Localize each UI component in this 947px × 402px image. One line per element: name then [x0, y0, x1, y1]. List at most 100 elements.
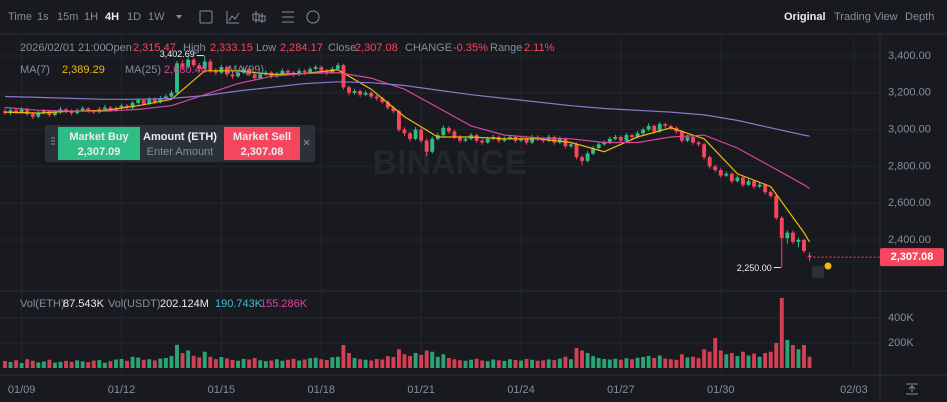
- volume-bar: [691, 356, 695, 368]
- volume-bar: [713, 338, 718, 368]
- volume-bar: [424, 350, 429, 368]
- more-icon[interactable]: [306, 10, 320, 24]
- x-tick-label: 01/27: [607, 384, 635, 396]
- drag-handle[interactable]: [51, 137, 55, 145]
- legend-value: 2,315.47: [133, 42, 176, 54]
- interval[interactable]: 1H: [84, 11, 98, 23]
- volume-bar: [763, 353, 768, 368]
- amount-input[interactable]: Enter Amount: [147, 146, 214, 158]
- volume-bar: [408, 356, 412, 368]
- candle-body: [141, 100, 146, 104]
- ma-value: 2,680.46: [164, 64, 207, 76]
- dropdown-icon[interactable]: [176, 15, 182, 19]
- legend-date: 2026/02/01 21:00: [20, 42, 106, 54]
- volume-bar: [679, 354, 684, 368]
- settings-icon[interactable]: [282, 11, 294, 23]
- volume-bar: [86, 362, 91, 368]
- volume-bar: [452, 359, 457, 368]
- sell-button[interactable]: [224, 127, 300, 160]
- candle-body: [630, 135, 634, 137]
- volume-bar: [347, 353, 351, 368]
- volume-bar: [735, 356, 740, 368]
- candle-body: [374, 96, 379, 99]
- volume-bar: [724, 354, 729, 368]
- candle-body: [741, 177, 745, 185]
- interval[interactable]: 1W: [148, 11, 165, 23]
- interval[interactable]: 1D: [127, 11, 141, 23]
- alert-dot[interactable]: [824, 262, 832, 270]
- volume-bar: [463, 360, 468, 368]
- volume-bar: [163, 358, 168, 368]
- volume-bar: [757, 356, 762, 368]
- volume-bar: [674, 359, 679, 368]
- volume-bar: [796, 349, 801, 368]
- candle-body: [702, 144, 707, 158]
- volume-bar: [613, 358, 618, 368]
- candle-body: [313, 67, 318, 69]
- legend-label: Low: [256, 42, 276, 54]
- interval-active[interactable]: 4H: [105, 11, 119, 23]
- volume-bar: [391, 357, 396, 368]
- candle-body: [724, 173, 729, 176]
- x-tick-label: 01/24: [507, 384, 535, 396]
- candle-body: [519, 138, 523, 141]
- volume-bar: [624, 358, 629, 368]
- volume-bar: [413, 353, 418, 368]
- volume-bar: [213, 359, 218, 368]
- volume-bar: [541, 360, 546, 368]
- vol-label: Vol(USDT): [108, 298, 161, 310]
- candle-body: [530, 136, 535, 143]
- volume-bar: [718, 350, 723, 368]
- candle-body: [136, 100, 141, 103]
- indicator-icon[interactable]: [226, 11, 240, 24]
- interval[interactable]: 15m: [57, 11, 78, 23]
- candle-icon[interactable]: [252, 11, 266, 23]
- calendar-icon[interactable]: [199, 10, 213, 24]
- volume-bar: [552, 360, 557, 368]
- candle-body: [175, 63, 179, 93]
- volume-bar: [125, 360, 130, 368]
- candle-body: [102, 107, 107, 110]
- volume-bar: [274, 359, 279, 368]
- candle-body: [308, 68, 313, 73]
- buy-button[interactable]: [58, 127, 140, 160]
- volume-bar: [47, 359, 52, 368]
- candle-body: [385, 102, 390, 108]
- candle-body: [86, 108, 91, 112]
- scale-icon[interactable]: [906, 383, 918, 395]
- volume-bar: [602, 359, 607, 368]
- view[interactable]: Trading View: [834, 11, 898, 23]
- close-icon[interactable]: [303, 139, 310, 146]
- candle-body: [685, 136, 690, 141]
- volume-bar: [741, 351, 745, 368]
- candle-body: [391, 107, 396, 112]
- volume-bar: [3, 361, 7, 368]
- order-icon[interactable]: [812, 266, 824, 278]
- ma-line: [4, 81, 810, 137]
- view[interactable]: Depth: [905, 11, 934, 23]
- volume-bar: [97, 360, 102, 368]
- volume-bar: [502, 360, 507, 368]
- candle-body: [596, 144, 601, 149]
- candle-body: [424, 140, 429, 152]
- ma-value: 2,389.29: [62, 64, 105, 76]
- legend-label: High: [183, 42, 206, 54]
- volume-bar: [496, 360, 501, 368]
- candle-body: [446, 127, 451, 132]
- last-price-label: 2,307.08: [891, 251, 934, 263]
- candle-body: [663, 124, 668, 126]
- volume-bar: [341, 345, 346, 368]
- legend-value: 2,333.15: [210, 42, 253, 54]
- candle-body: [208, 61, 213, 71]
- annotation-label: 2,250.00: [737, 263, 772, 273]
- view-active[interactable]: Original: [784, 11, 826, 23]
- interval[interactable]: 1s: [37, 11, 49, 23]
- volume-bar: [363, 359, 368, 368]
- volume-bar: [374, 359, 379, 368]
- volume-bar: [91, 360, 96, 368]
- last-price-tag: [880, 248, 944, 267]
- amount-label: Amount (ETH): [143, 131, 217, 143]
- candle-body: [69, 111, 74, 114]
- ma-line: [4, 69, 811, 243]
